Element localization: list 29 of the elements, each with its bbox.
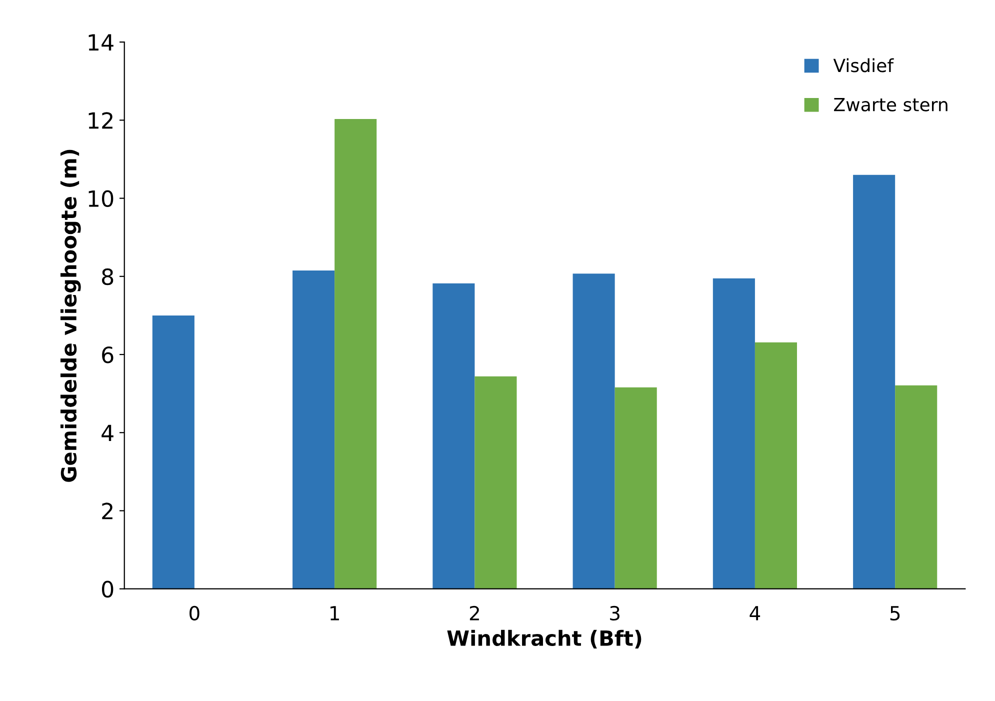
bar bbox=[292, 270, 335, 589]
legend-label: Visdief bbox=[833, 58, 894, 72]
bar bbox=[334, 119, 377, 589]
x-tick-label: 5 bbox=[890, 606, 900, 621]
x-axis-title: Windkracht (Bft) bbox=[447, 630, 642, 648]
y-tick-label: 8 bbox=[102, 268, 114, 286]
bar bbox=[853, 174, 896, 589]
y-tick-label: 10 bbox=[88, 190, 114, 208]
y-tick-label: 4 bbox=[102, 424, 114, 442]
bar bbox=[614, 387, 657, 589]
y-tick-label: 0 bbox=[102, 580, 114, 598]
x-tick-label: 3 bbox=[610, 606, 620, 621]
bar bbox=[754, 342, 797, 589]
x-tick-label: 1 bbox=[330, 606, 339, 620]
bar bbox=[572, 274, 615, 589]
y-tick-label: 12 bbox=[88, 112, 112, 129]
bar bbox=[474, 376, 517, 589]
y-axis-title: Gemiddelde vlieghoogte (m) bbox=[60, 150, 81, 482]
bar bbox=[895, 385, 938, 589]
bar bbox=[432, 283, 475, 589]
y-tick-label: 14 bbox=[88, 34, 114, 51]
bar bbox=[712, 278, 755, 589]
y-tick-label: 6 bbox=[102, 346, 114, 364]
y-tick-label: 2 bbox=[102, 502, 112, 520]
x-tick-label: 2 bbox=[470, 606, 479, 620]
x-tick-label: 4 bbox=[750, 606, 760, 620]
bar bbox=[152, 315, 194, 589]
x-tick-label: 0 bbox=[190, 606, 200, 621]
legend-label: Zwarte stern bbox=[834, 98, 948, 112]
